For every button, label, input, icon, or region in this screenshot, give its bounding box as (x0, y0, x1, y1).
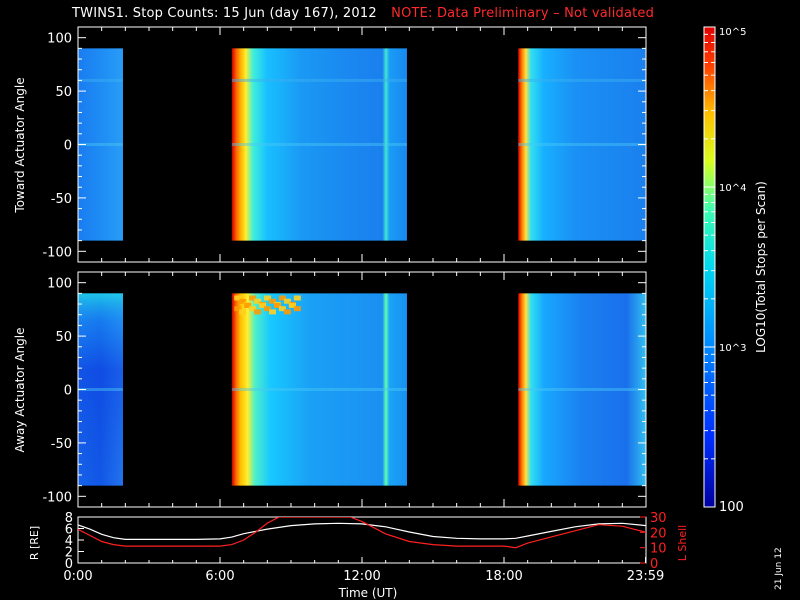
lshell-tick-label: 0 (650, 557, 658, 572)
lshell-tick-label: 30 (650, 511, 667, 526)
away-ylabel: Away Actuator Angle (13, 327, 27, 452)
y-tick-label: -50 (51, 437, 72, 452)
heatmap-hotspot (234, 295, 242, 301)
chart-title: TWINS1. Stop Counts: 15 Jun (day 167), 2… (72, 6, 654, 21)
heatmap-hotspot (234, 306, 242, 312)
heatmap-hotspot (288, 302, 296, 308)
heatmap-zero-stripe (518, 143, 646, 146)
time-tick-label: 18:00 (485, 569, 522, 584)
heatmap-hotspot (283, 309, 291, 315)
colorbar-label: LOG10(Total Stops per Scan) (754, 181, 768, 353)
heatmap-stripe (518, 78, 646, 82)
title-text: TWINS1. Stop Counts: 15 Jun (day 167), 2… (72, 6, 377, 21)
heatmap-stripe (231, 78, 407, 82)
time-tick-label: 23:59 (627, 569, 664, 584)
heatmap-zero-stripe (78, 143, 123, 146)
r-tick-label: 2 (65, 546, 73, 561)
preliminary-note: NOTE: Data Preliminary – Not validated (391, 6, 655, 21)
colorbar-ticks: 100 10^3 10^4 10^5 (704, 26, 746, 515)
heatmap-hotspot (278, 306, 286, 312)
time-xlabel: Time (UT) (338, 586, 398, 600)
heatmap-zero-stripe (78, 388, 123, 391)
colorbar-tick-label: 10^4 (719, 183, 746, 194)
heatmap-hotspot (244, 302, 252, 308)
axes-layer: 100 50 0 -50 -100 100 50 0 -50 -100 (42, 26, 647, 508)
y-tick-label: -100 (42, 245, 72, 260)
toward-heatmap (78, 48, 646, 241)
r-tick-label: 6 (65, 523, 73, 538)
heatmap-hotspot (273, 302, 281, 308)
lshell-series-line (78, 517, 646, 549)
toward-ylabel: Toward Actuator Angle (13, 77, 27, 213)
y-tick-label: 100 (47, 32, 72, 47)
y-tick-label: -100 (42, 490, 72, 505)
lshell-axis-label: L Shell (676, 525, 689, 561)
heatmap-hotspot (278, 295, 286, 301)
r-series-line (78, 522, 646, 541)
time-tick-label: 12:00 (343, 569, 380, 584)
heatmap-hotspot (254, 298, 262, 304)
colorbar (703, 26, 716, 508)
r-tick-label: 8 (65, 511, 73, 526)
heatmap-hotspot (239, 309, 247, 315)
heatmap-hotspot (268, 309, 276, 315)
heatmap-block (231, 293, 407, 486)
heatmap-zero-stripe (231, 143, 407, 146)
heatmap-block (518, 293, 646, 486)
heatmap-zero-stripe (518, 388, 646, 391)
heatmap-hotspot (293, 306, 301, 312)
r-axis-label: R [RE] (28, 526, 41, 560)
heatmap-hotspot (239, 298, 247, 304)
heatmap-hotspot (264, 295, 272, 301)
time-tick-label: 0:00 (63, 569, 92, 584)
heatmap-stripe (78, 78, 123, 82)
y-tick-label: 0 (64, 139, 72, 154)
heatmap-hotspot (293, 295, 301, 301)
lshell-tick-label: 20 (650, 526, 667, 541)
time-tick-label: 6:00 (205, 569, 234, 584)
y-tick-label: 50 (55, 85, 72, 100)
colorbar-tick-label: 10^3 (719, 343, 746, 354)
y-tick-label: -50 (51, 192, 72, 207)
colorbar-tick-label: 10^5 (719, 27, 746, 38)
heatmap-hotspot (249, 295, 257, 301)
r-tick-label: 0 (65, 557, 73, 572)
away-heatmap (78, 293, 646, 486)
lshell-tick-label: 10 (650, 542, 667, 557)
heatmap-hotspot (268, 298, 276, 304)
y-tick-label: 100 (47, 277, 72, 292)
heatmap-hotspot (283, 298, 291, 304)
heatmap-hotspot (264, 306, 272, 312)
heatmap-zero-stripe (231, 388, 407, 391)
heatmap-hotspot (254, 309, 262, 315)
y-tick-label: 0 (64, 384, 72, 399)
heatmap-hotspot (259, 302, 267, 308)
r-tick-label: 4 (65, 534, 73, 549)
colorbar-tick-label: 100 (719, 500, 744, 515)
date-stamp: 21 Jun 12 (774, 547, 784, 590)
heatmap-hotspot (249, 306, 257, 312)
y-tick-label: 50 (55, 330, 72, 345)
